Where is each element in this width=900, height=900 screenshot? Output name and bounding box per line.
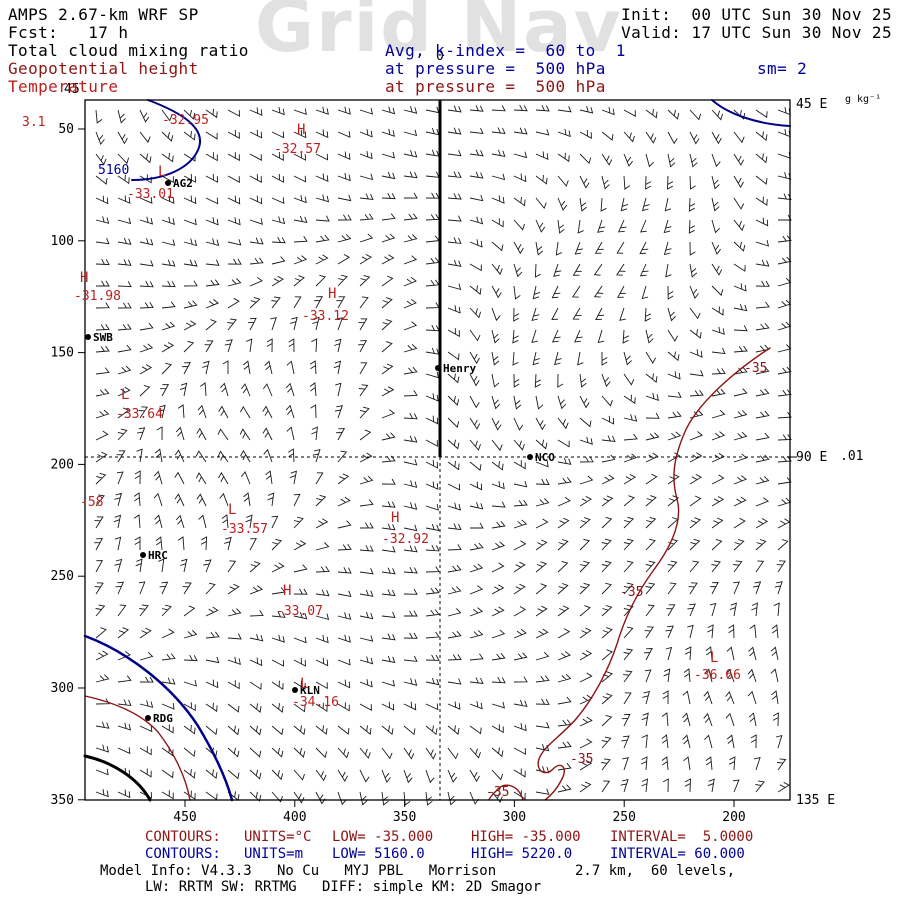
station-marker-Henry <box>435 365 441 371</box>
station-label-NCO: NCO <box>535 451 555 464</box>
station-label-AG2: AG2 <box>173 177 193 190</box>
map-label: -33.57 <box>221 522 268 537</box>
legend-temp-interval: INTERVAL= 5.0000 <box>610 829 754 845</box>
legend-height-low: LOW= 5160.0 <box>332 846 425 862</box>
wind-barbs <box>94 104 792 806</box>
map-label: -35 <box>620 585 643 600</box>
map-label: -33.64 <box>116 407 163 422</box>
contour-temp-bottomleft <box>84 695 191 801</box>
avg-kindex-label: Avg, k-index = 60 to 1 <box>385 41 626 60</box>
field-temp-label: Temperature <box>8 77 119 96</box>
x-axis-tick-label: 350 <box>393 810 416 825</box>
y-axis-tick-label: 300 <box>51 681 74 696</box>
map-label: L <box>121 387 129 403</box>
legend-height-units: UNITS=m <box>244 846 304 862</box>
legend-height-high: HIGH= 5220.0 <box>471 846 573 862</box>
map-label: -32.92 <box>382 532 429 547</box>
y-axis-tick-label: 150 <box>51 346 74 361</box>
map-label: 3.1 <box>22 115 45 130</box>
y-axis-tick-label: 350 <box>51 793 74 808</box>
map-label: L <box>300 676 308 692</box>
contour-temp-minus35-main <box>537 347 771 801</box>
y-axis-tick-label: 250 <box>51 569 74 584</box>
map-label: -35 <box>570 752 593 767</box>
map-label: -32.57 <box>274 142 321 157</box>
x-axis-tick-label: 400 <box>283 810 306 825</box>
valid-time: Valid: 17 UTC Sun 30 Nov 25 <box>621 23 892 42</box>
forecast-hour: Fcst: 17 h <box>8 23 129 42</box>
y-axis-tick-label: 200 <box>51 457 74 472</box>
map-label: 45 <box>64 82 80 97</box>
legend-height-contours-label: CONTOURS: <box>145 846 221 862</box>
station-label-Henry: Henry <box>443 362 476 375</box>
station-label-SWB: SWB <box>93 331 113 344</box>
y-axis-tick-label: 100 <box>51 234 74 249</box>
x-axis-tick-label: 300 <box>503 810 526 825</box>
map-label: -35 <box>486 785 509 800</box>
map-label: H <box>283 583 291 599</box>
map-label: 135 E <box>796 793 835 808</box>
map-label: -35 <box>744 361 767 376</box>
field-height-label: Geopotential height <box>8 59 199 78</box>
station-marker-AG2 <box>165 180 171 186</box>
map-label: g kg⁻¹ <box>845 94 881 105</box>
station-marker-NCO <box>527 454 533 460</box>
smoothing-label: sm= 2 <box>757 59 808 78</box>
y-axis-tick-label: 50 <box>58 122 74 137</box>
station-marker-SWB <box>85 334 91 340</box>
contour-cloud-01-bottomleft <box>83 754 152 802</box>
map-label: H <box>80 270 88 286</box>
legend-height-interval: INTERVAL= 60.000 <box>610 846 745 862</box>
init-time: Init: 00 UTC Sun 30 Nov 25 <box>621 5 892 24</box>
map-label: H <box>328 286 336 302</box>
map-label: 45 E <box>796 97 827 112</box>
model-resolution: 2.7 km, 60 levels, <box>575 863 736 879</box>
map-label: -33.07 <box>276 604 323 619</box>
x-axis-tick-label: 450 <box>173 810 196 825</box>
x-axis-tick-label: 200 <box>722 810 745 825</box>
map-label: -31.98 <box>74 289 121 304</box>
map-label: -34.16 <box>292 695 339 710</box>
map-label: L <box>158 164 166 180</box>
map-label: .01 <box>840 449 863 464</box>
plot-border <box>84 99 791 801</box>
map-label: L <box>710 650 718 666</box>
map-label: -33.01 <box>127 187 174 202</box>
station-label-RDG: RDG <box>153 712 173 725</box>
map-label: -36.66 <box>694 668 741 683</box>
model-physics: LW: RRTM SW: RRTMG DIFF: simple KM: 2D S… <box>145 879 542 895</box>
grid-nav-watermark: Grid Nav <box>255 0 623 68</box>
legend-temp-high: HIGH= -35.000 <box>471 829 581 845</box>
model-info: Model Info: V4.3.3 No Cu MYJ PBL Morriso… <box>100 863 497 879</box>
station-marker-KLN <box>292 687 298 693</box>
map-label: 0 <box>436 49 444 64</box>
map-label: -32.95 <box>162 113 209 128</box>
contour-height-topright <box>711 99 791 127</box>
map-label: H <box>391 510 399 526</box>
map-label: -58 <box>80 495 103 510</box>
map-label: -33.12 <box>302 309 349 324</box>
map-label: L <box>228 502 236 518</box>
station-marker-HRC <box>140 552 146 558</box>
pressure-height-label: at pressure = 500 hPa <box>385 59 606 78</box>
station-marker-RDG <box>145 715 151 721</box>
pressure-temp-label: at pressure = 500 hPa <box>385 77 606 96</box>
station-label-KLN: KLN <box>300 684 320 697</box>
legend-temp-units: UNITS=°C <box>244 829 312 845</box>
model-title: AMPS 2.67-km WRF SP <box>8 5 199 24</box>
x-axis-tick-label: 250 <box>612 810 635 825</box>
map-label: 5160 <box>98 163 129 178</box>
contour-height-bottomleft <box>83 634 234 802</box>
map-label: H <box>297 122 305 138</box>
contour-temp-minus35-small <box>488 784 524 801</box>
map-label: 90 E <box>796 450 827 465</box>
legend-temp-low: LOW= -35.000 <box>332 829 434 845</box>
contour-height-5160-topleft <box>131 99 201 181</box>
station-label-HRC: HRC <box>148 549 168 562</box>
field-cloud-label: Total cloud mixing ratio <box>8 41 249 60</box>
legend-temp-contours-label: CONTOURS: <box>145 829 221 845</box>
